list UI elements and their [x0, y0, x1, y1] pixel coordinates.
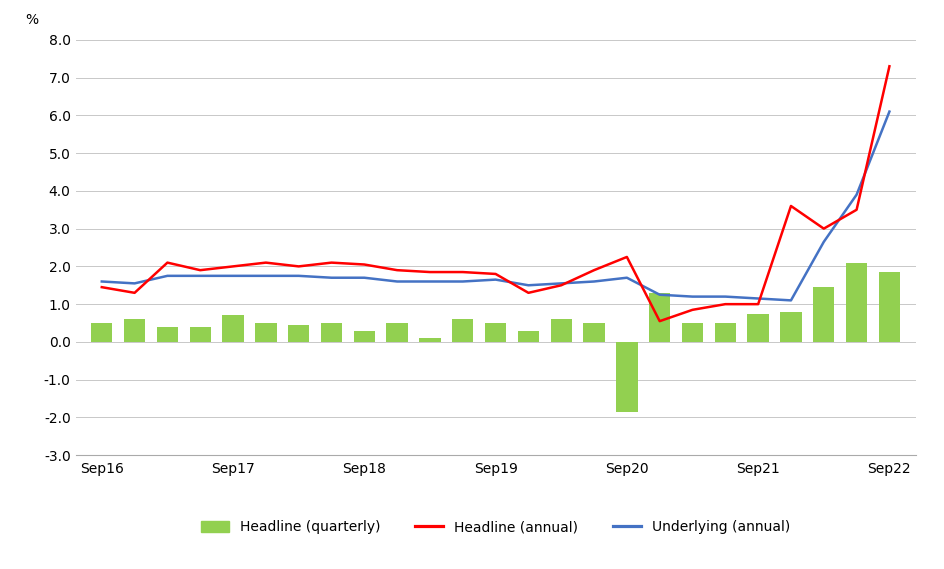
Legend: Headline (quarterly), Headline (annual), Underlying (annual): Headline (quarterly), Headline (annual),…	[195, 514, 796, 539]
Bar	[616, 342, 637, 412]
Bar	[223, 315, 244, 342]
Bar	[255, 323, 277, 342]
Bar	[386, 323, 408, 342]
Bar	[583, 323, 605, 342]
Bar	[879, 272, 900, 342]
Bar	[715, 323, 736, 342]
Bar	[321, 323, 342, 342]
Bar	[517, 331, 539, 342]
Bar	[419, 338, 441, 342]
Bar	[190, 327, 211, 342]
Bar	[124, 319, 145, 342]
Bar	[354, 331, 375, 342]
Bar	[92, 323, 112, 342]
Bar	[550, 319, 572, 342]
Bar	[846, 263, 868, 342]
Bar	[748, 314, 768, 342]
Text: %: %	[25, 13, 39, 27]
Bar	[649, 293, 670, 342]
Bar	[813, 287, 834, 342]
Bar	[485, 323, 506, 342]
Bar	[781, 312, 801, 342]
Bar	[157, 327, 178, 342]
Bar	[288, 325, 310, 342]
Bar	[682, 323, 703, 342]
Bar	[452, 319, 474, 342]
